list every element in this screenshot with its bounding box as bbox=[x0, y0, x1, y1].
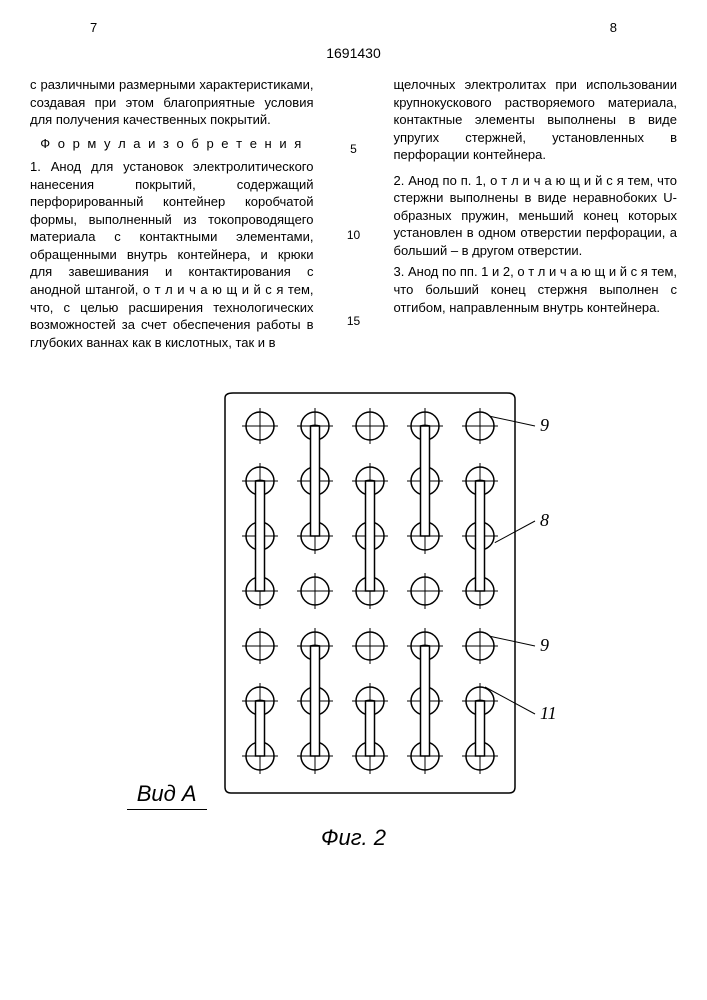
figure-area: Вид А 9 8 9 11 Фиг. 2 bbox=[30, 381, 677, 851]
figure-diagram: 9 8 9 11 bbox=[210, 381, 580, 801]
line-marker-10: 10 bbox=[347, 228, 360, 242]
column-left: с различными размерными характеристиками… bbox=[30, 76, 314, 351]
svg-text:9: 9 bbox=[540, 415, 549, 435]
page-num-left: 7 bbox=[90, 20, 97, 35]
svg-text:9: 9 bbox=[540, 635, 549, 655]
line-number-gutter: 5 10 15 bbox=[344, 76, 364, 351]
text-columns: с различными размерными характеристиками… bbox=[30, 76, 677, 351]
formula-title: Ф о р м у л а и з о б р е т е н и я bbox=[30, 135, 314, 153]
page-num-right: 8 bbox=[610, 20, 617, 35]
svg-text:11: 11 bbox=[540, 703, 557, 723]
col1-para1: с различными размерными характеристиками… bbox=[30, 77, 314, 127]
figure-caption: Фиг. 2 bbox=[30, 825, 677, 851]
line-marker-15: 15 bbox=[347, 314, 360, 328]
column-right: щелочных электролитах при использовании … bbox=[394, 76, 678, 351]
page-header: 7 8 bbox=[30, 20, 677, 35]
svg-text:8: 8 bbox=[540, 510, 549, 530]
figure-view-label: Вид А bbox=[127, 781, 207, 810]
col1-para2: 1. Анод для установок электролитического… bbox=[30, 159, 314, 349]
col2-para2: 2. Анод по п. 1, о т л и ч а ю щ и й с я… bbox=[394, 173, 678, 258]
col2-para1: щелочных электролитах при использовании … bbox=[394, 77, 678, 162]
document-id: 1691430 bbox=[30, 45, 677, 61]
col2-para3: 3. Анод по пп. 1 и 2, о т л и ч а ю щ и … bbox=[394, 264, 678, 314]
line-marker-5: 5 bbox=[350, 142, 357, 156]
